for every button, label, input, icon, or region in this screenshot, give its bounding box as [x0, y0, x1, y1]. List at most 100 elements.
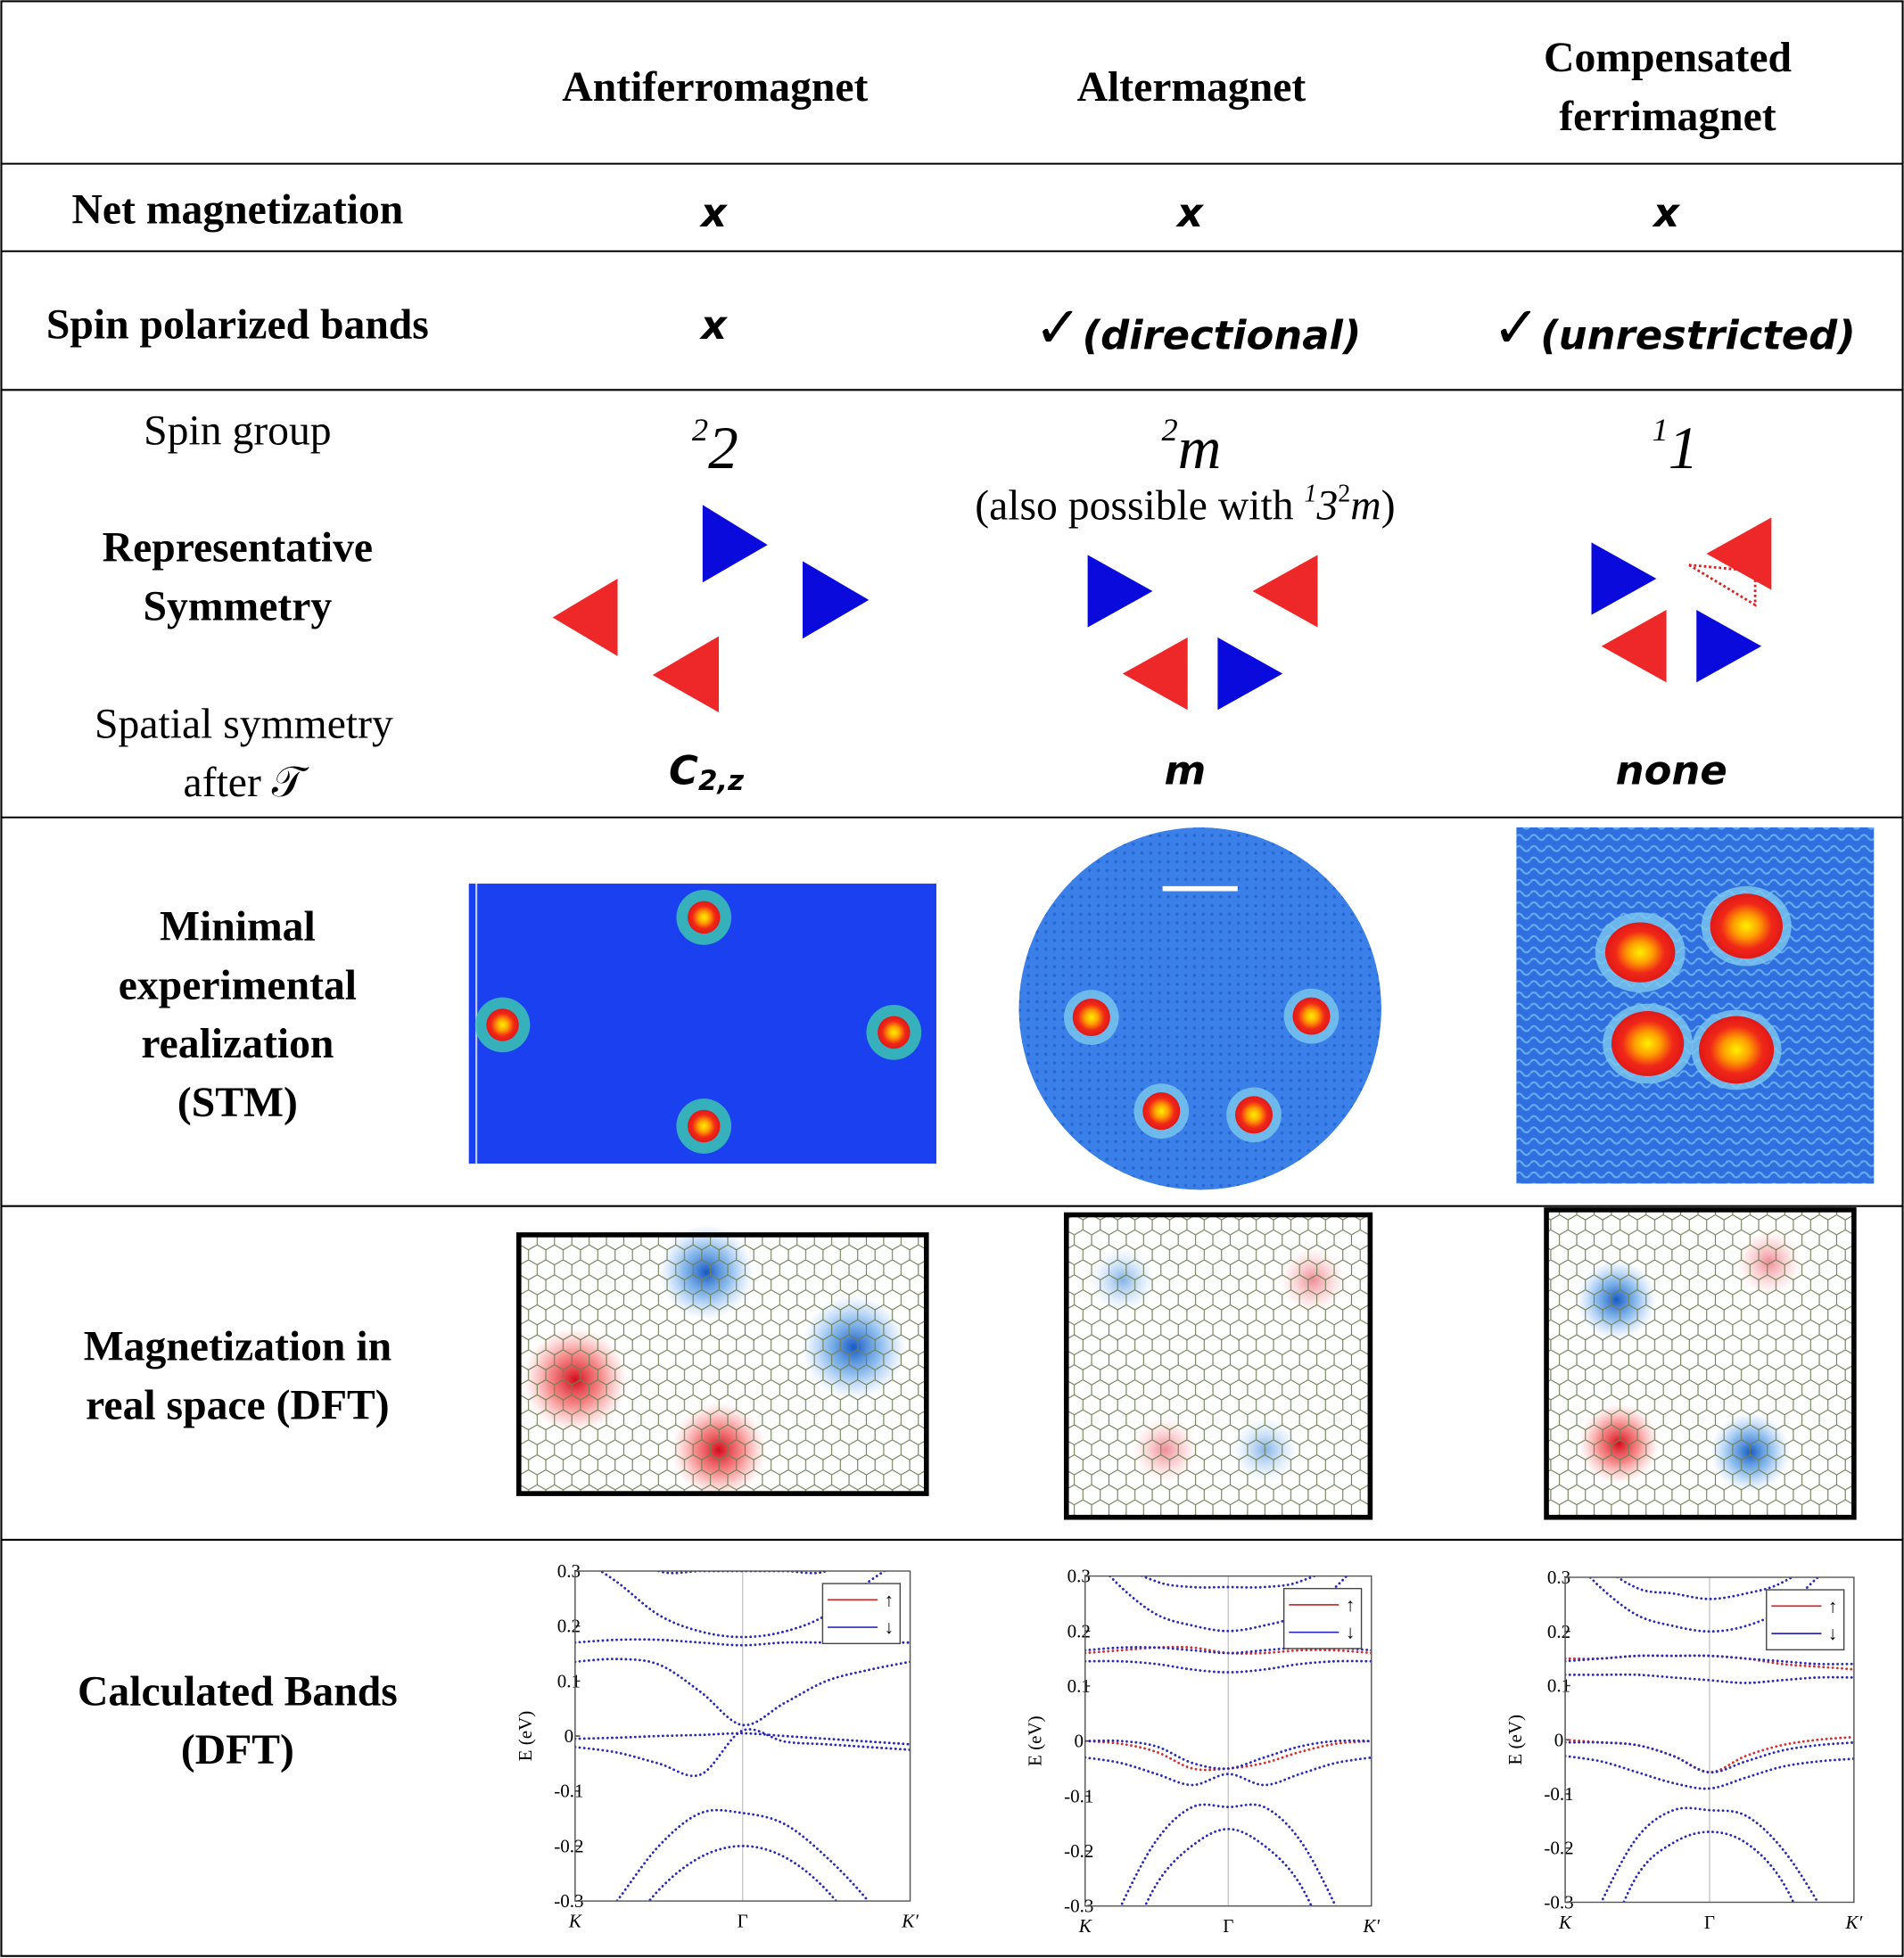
row-rules — [1, 162, 1903, 1542]
bands — [1565, 1577, 1854, 1903]
stm-spot — [878, 1016, 911, 1049]
y-tick-label: 0.1 — [1547, 1675, 1570, 1697]
note-text: ) — [1381, 483, 1396, 530]
spatial-base: none — [1616, 746, 1727, 794]
stm-spot — [1292, 997, 1331, 1035]
stm-texture — [1516, 827, 1875, 1184]
band-line — [1084, 1659, 1372, 1674]
cell-check: ✓(unrestricted) — [1492, 294, 1856, 361]
band-plot: K Γ K′0.30.20.10-0.1-0.2-0.3E (eV)↑↓ — [515, 1560, 919, 1932]
y-tick-label: 0 — [565, 1725, 574, 1747]
row-label: realization — [141, 1021, 334, 1067]
stm-spot — [1072, 999, 1110, 1037]
spatial-base: m — [1165, 746, 1207, 794]
band-plot: K Γ K′0.30.20.10-0.1-0.2-0.3E (eV)↑↓ — [1025, 1566, 1381, 1937]
row-label: Net magnetization — [72, 186, 404, 233]
column-header: Antiferromagnet — [562, 64, 868, 111]
band-line — [1565, 1740, 1854, 1774]
stm-spot — [688, 901, 721, 934]
y-tick-label: -0.2 — [554, 1835, 583, 1856]
row-label: real space (DFT) — [86, 1382, 389, 1428]
dft-lattice — [1063, 1212, 1373, 1520]
y-axis-label: E (eV) — [1504, 1715, 1526, 1765]
cell-mark: x — [1652, 189, 1681, 236]
red-triangle — [1122, 637, 1188, 711]
y-tick-label: 0 — [1554, 1729, 1564, 1750]
y-tick-label: -0.1 — [1544, 1783, 1573, 1805]
x-tick-label: K — [1558, 1912, 1572, 1933]
y-tick-label: 0 — [1075, 1731, 1084, 1752]
spin-group-base: m — [1178, 414, 1222, 481]
note-text: m — [1350, 483, 1381, 530]
spin-group: 2m — [1162, 412, 1222, 481]
stm-spot — [688, 1109, 721, 1143]
y-tick-label: -0.1 — [1064, 1785, 1093, 1806]
row-label: Spin polarized bands — [46, 301, 429, 348]
blue-triangle — [702, 505, 768, 583]
dft-lattice — [1544, 1207, 1857, 1520]
y-tick-label: 0.1 — [557, 1670, 581, 1691]
subscript: 2,z — [698, 765, 745, 797]
y-tick-label: -0.2 — [1064, 1840, 1093, 1862]
blue-triangle — [1696, 610, 1762, 683]
band-line — [1565, 1654, 1854, 1666]
row-label: Calculated Bands — [78, 1668, 398, 1715]
red-triangle — [1252, 555, 1318, 628]
stm-spot — [1710, 893, 1783, 959]
band-line — [1588, 1577, 1820, 1633]
spin-group-base: 2 — [708, 414, 738, 481]
y-tick-label: 0.2 — [1547, 1621, 1570, 1642]
superscript: 2 — [692, 412, 708, 448]
stm-spot — [1234, 1096, 1273, 1134]
column-header: Compensated — [1544, 35, 1792, 81]
check-mark: ✓ — [1492, 294, 1540, 361]
band-line — [1599, 1806, 1820, 1903]
column-header: Altermagnet — [1077, 64, 1306, 111]
row-label: experimental — [119, 962, 357, 1008]
x-tick-label: Γ — [1704, 1912, 1715, 1933]
superscript: 1 — [1304, 480, 1316, 507]
stm-spot — [1611, 1011, 1685, 1076]
row-label: Symmetry — [144, 584, 333, 630]
legend-box — [1282, 1587, 1363, 1649]
dft-lattice — [515, 1232, 929, 1496]
spin-group-base: 1 — [1669, 414, 1699, 481]
legend-label: ↓ — [1828, 1623, 1838, 1644]
legend-box — [1766, 1589, 1845, 1651]
band-line — [1084, 1739, 1372, 1771]
band-line — [1565, 1755, 1854, 1790]
plot-frame — [1564, 1576, 1855, 1904]
dft-antiferromagnet — [515, 1224, 929, 1498]
x-tick-label: Γ — [738, 1911, 748, 1932]
column-header: ferrimagnet — [1559, 94, 1776, 140]
plot-frame — [1084, 1575, 1372, 1907]
plot-frame — [574, 1570, 911, 1902]
spatial-base: C — [669, 746, 698, 794]
stm-antiferromagnet — [468, 884, 936, 1164]
spatial-symmetry: none — [1616, 746, 1727, 794]
band-line — [598, 1571, 887, 1639]
legend-label: ↑ — [884, 1589, 894, 1610]
band-line — [1139, 1575, 1317, 1589]
check-note: (directional) — [1083, 311, 1362, 358]
stm-spot — [1142, 1092, 1181, 1131]
spin-group: 22 — [692, 412, 738, 481]
row-label: Spatial symmetry — [95, 701, 393, 747]
cell-mark: x — [699, 189, 729, 236]
legend-label: ↑ — [1346, 1594, 1356, 1616]
x-tick-label: K′ — [1845, 1912, 1863, 1933]
spin-group: 11 — [1652, 412, 1698, 481]
y-tick-label: 0.2 — [557, 1616, 581, 1637]
stm-altermagnet — [1018, 827, 1382, 1190]
legend-label: ↓ — [1346, 1622, 1356, 1643]
dft-altermagnet — [1063, 1212, 1373, 1520]
row-label: (STM) — [177, 1080, 298, 1126]
y-tick-label: -0.2 — [1544, 1838, 1573, 1859]
x-tick-label: K′ — [901, 1911, 919, 1932]
red-triangle — [1601, 610, 1667, 683]
row-label: Minimal — [160, 903, 316, 950]
y-axis-label: E (eV) — [1025, 1715, 1046, 1766]
row-label: Representative — [103, 525, 373, 572]
row-label: Magnetization in — [84, 1323, 392, 1370]
x-tick-label: K — [568, 1911, 582, 1932]
